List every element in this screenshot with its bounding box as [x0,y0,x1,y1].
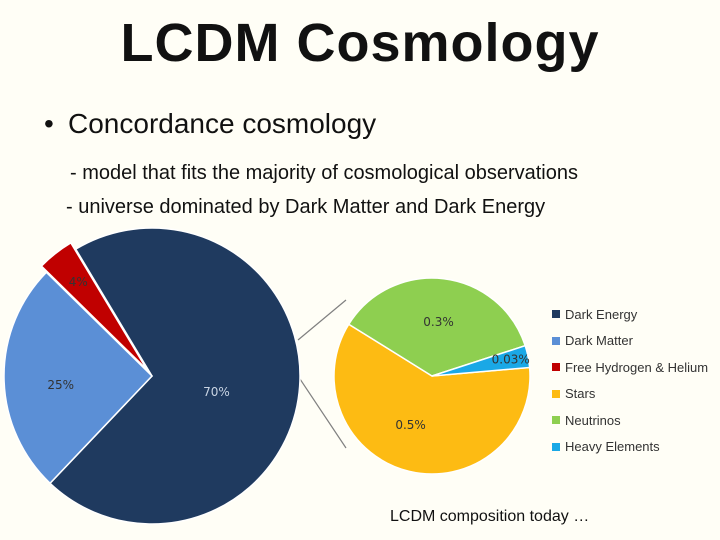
legend-item-stars: Stars [552,381,708,408]
breakdown-pie: 0.5% 0.3% 0.03% [333,277,531,475]
slice-label-neutrinos: 0.3% [423,315,454,329]
legend-swatch-stars [552,389,560,398]
legend-label: Dark Matter [565,333,633,349]
main-pie: 70% 25% 4% [3,227,301,525]
legend-label: Neutrinos [565,412,621,428]
legend-swatch-heavy-elements [552,442,560,451]
legend-swatch-hydrogen-helium [552,363,560,372]
slice-label-dark-matter: 25% [47,378,74,392]
legend-swatch-dark-matter [552,336,560,345]
composition-pie-charts: 70% 25% 4% 0.5% 0.3% 0.03% [3,227,531,525]
bullet-text: Concordance cosmology [68,108,377,139]
legend-item-dark-matter: Dark Matter [552,328,708,355]
chart-caption: LCDM composition today … [390,508,590,525]
slice-label-dark-energy: 70% [203,385,230,399]
legend-item-heavy-elements: Heavy Elements [552,434,708,461]
slice-label-heavy-elements: 0.03% [492,353,530,367]
legend-label: Free Hydrogen & Helium [565,359,709,375]
legend: Dark Energy Dark Matter Free Hydrogen & … [552,301,708,460]
pie-slice-stars [333,323,531,475]
pie-slice-free-hydrogen-helium [40,241,148,371]
legend-label: Heavy Elements [565,439,660,455]
legend-swatch-neutrinos [552,416,560,425]
pie-slice-neutrinos [347,277,527,377]
legend-label: Dark Energy [565,306,638,322]
sub-point-1: - model that fits the majority of cosmol… [70,162,578,184]
slice-label-stars: 0.5% [395,418,426,432]
connector-line [297,299,347,341]
sub-point-2: - universe dominated by Dark Matter and … [66,196,546,218]
slice-label-free-hydrogen-helium: 4% [69,275,88,289]
pie-slice-heavy-elements [431,344,531,377]
bullet-point: • Concordance cosmology [44,108,376,140]
legend-swatch-dark-energy [552,310,560,319]
slide-title: LCDM Cosmology [120,13,600,73]
legend-label: Stars [565,386,596,402]
pie-slice-dark-energy [48,227,301,525]
bullet-dot-icon: • [44,108,54,139]
legend-item-hydrogen-helium: Free Hydrogen & Helium [552,354,708,381]
connector-line [297,375,347,449]
legend-item-dark-energy: Dark Energy [552,301,708,328]
legend-item-neutrinos: Neutrinos [552,407,708,434]
pie-slice-dark-matter [3,271,154,485]
